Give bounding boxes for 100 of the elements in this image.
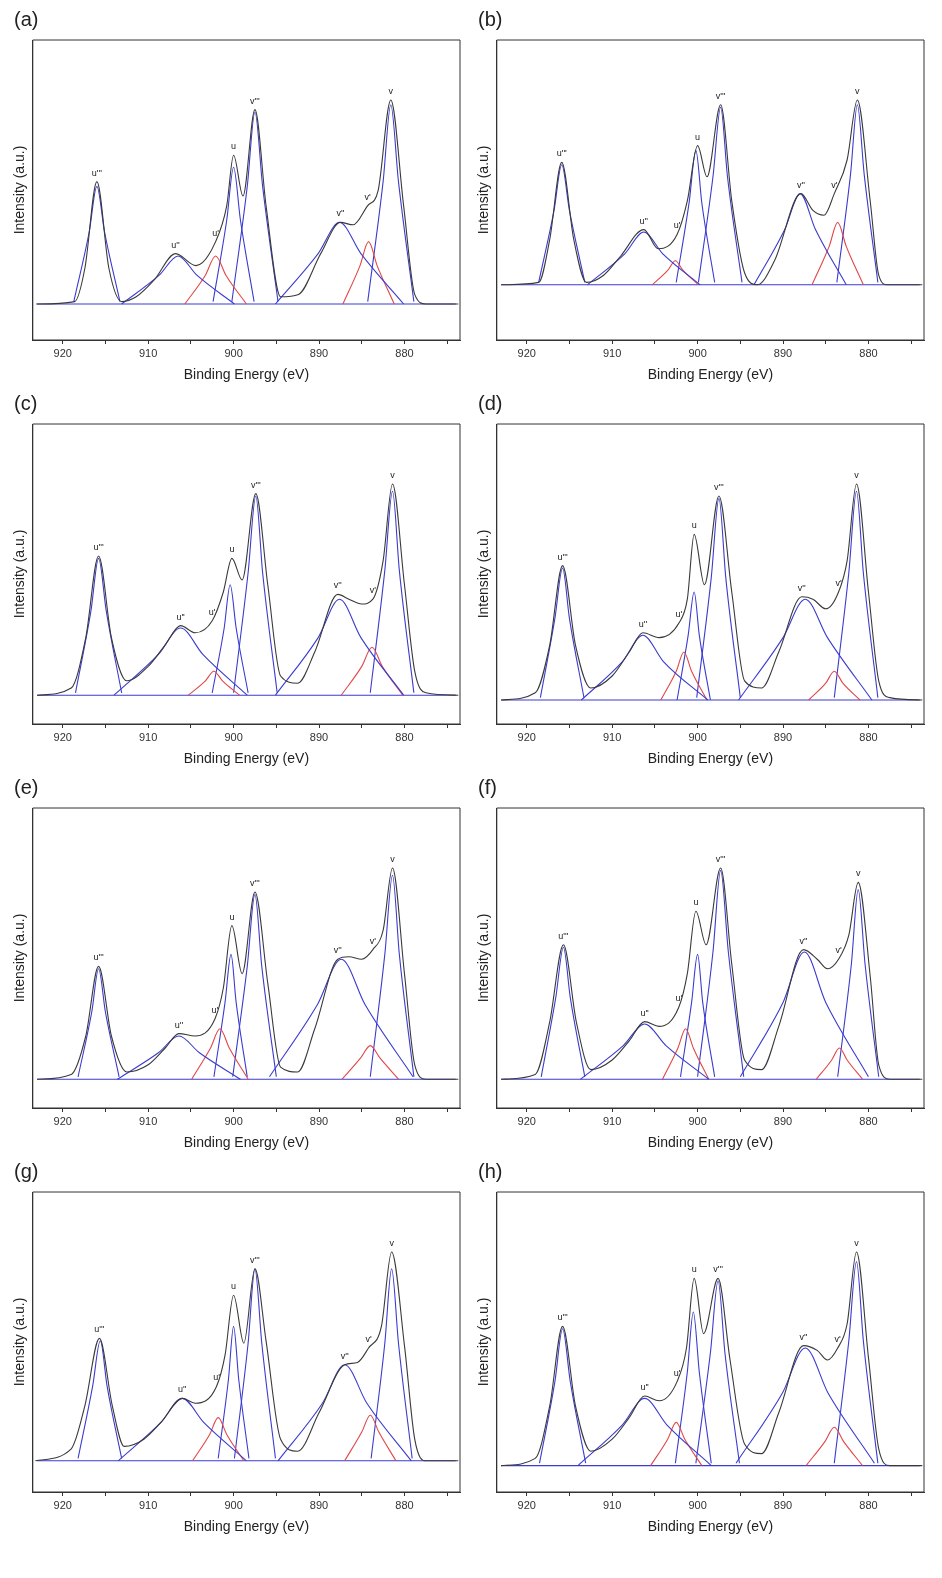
annotation: v' [365,1333,372,1344]
x-axis-title: Binding Energy (eV) [183,750,310,767]
annotation: v'' [799,1331,808,1342]
x-axis-title: Binding Energy (eV) [647,1518,774,1535]
annotation: u' [213,1372,221,1383]
y-axis-title: Intensity (a.u.) [11,1297,28,1387]
annotation: v [855,85,861,96]
y-axis-title: Intensity (a.u.) [11,913,28,1003]
annotation: v'' [333,580,343,591]
annotation: u [229,544,235,555]
annotation: u' [211,1005,219,1016]
x-tick-label: 890 [309,1498,329,1511]
x-tick-label: 890 [773,1498,793,1511]
x-tick-label: 900 [688,346,707,359]
chart-title: (d) [477,392,504,416]
x-tick-label: 890 [309,346,329,359]
annotation: v' [835,945,842,956]
annotation: v [854,1237,860,1248]
x-tick-label: 880 [395,730,414,743]
x-tick-label: 880 [395,1114,414,1127]
annotation: v''' [715,90,726,101]
x-tick-label: 890 [773,1114,793,1127]
x-tick-label: 920 [517,1114,536,1127]
annotation: v' [834,1333,842,1344]
x-tick-label: 920 [53,1114,72,1127]
annotation: v''' [250,877,261,888]
x-tick-label: 910 [138,1114,158,1127]
annotation: u [231,1281,237,1292]
y-axis-title: Intensity (a.u.) [475,913,492,1003]
annotation: v' [835,577,842,588]
y-axis-title: Intensity (a.u.) [475,145,492,235]
annotation: v [854,469,860,480]
annotation: v' [831,179,838,190]
x-tick-label: 910 [602,730,622,743]
annotation: v [389,1237,395,1248]
annotation: u [691,1264,697,1275]
x-tick-label: 920 [517,730,536,743]
x-axis-title: Binding Energy (eV) [647,1134,774,1151]
x-tick-label: 900 [224,1498,243,1511]
chart-title: (c) [13,392,39,416]
annotation: u''' [558,930,569,941]
x-tick-label: 910 [138,730,158,743]
x-tick-label: 920 [517,1498,536,1511]
annotation: u' [212,227,220,238]
annotation: v'' [797,179,806,190]
annotation: v''' [715,853,726,864]
annotation: u'' [640,1007,650,1018]
annotation: v'' [797,582,807,593]
annotation: v''' [250,95,261,106]
x-tick-label: 890 [773,730,793,743]
annotation: u'' [171,239,180,250]
annotation: u''' [93,952,104,963]
x-tick-label: 880 [395,1498,414,1511]
chart-title: (e) [13,776,40,800]
chart-title: (h) [477,1160,504,1184]
annotation: v''' [714,481,725,492]
x-tick-label: 880 [395,346,414,359]
x-tick-label: 920 [517,346,536,359]
annotation: v''' [250,1254,261,1265]
x-tick-label: 910 [138,346,158,359]
annotation: u''' [557,551,568,562]
x-tick-label: 920 [53,730,72,743]
annotation: u'' [639,215,649,226]
annotation: u [231,141,237,152]
annotation: u' [675,609,683,620]
y-axis-title: Intensity (a.u.) [11,145,28,235]
x-tick-label: 910 [138,1498,158,1511]
y-axis-title: Intensity (a.u.) [475,1297,492,1387]
annotation: v''' [713,1264,724,1275]
chart-title: (g) [13,1160,40,1184]
x-tick-label: 880 [859,346,878,359]
x-axis-title: Binding Energy (eV) [183,1518,310,1535]
annotation: v' [369,585,377,596]
annotation: v' [364,191,372,202]
annotation: v'' [333,945,343,956]
annotation: u''' [93,541,104,552]
annotation: v [855,868,861,879]
annotation: u'' [640,1381,650,1392]
annotation: u [229,911,235,922]
x-tick-label: 900 [224,1114,243,1127]
x-axis-title: Binding Energy (eV) [647,750,774,767]
chart-title: (f) [477,776,498,800]
x-axis-title: Binding Energy (eV) [183,1134,310,1151]
x-tick-label: 880 [859,1114,878,1127]
annotation: u' [673,220,681,231]
annotation: v'' [799,935,808,946]
annotation: v [390,853,396,864]
annotation: u' [208,606,216,617]
x-axis-title: Binding Energy (eV) [183,366,310,383]
annotation: v [390,469,396,480]
x-tick-label: 910 [602,1114,622,1127]
x-tick-label: 890 [309,1114,329,1127]
x-tick-label: 900 [688,1498,707,1511]
x-tick-label: 900 [688,730,707,743]
annotation: u [695,131,701,142]
annotation: u' [673,1367,681,1378]
annotation: u'' [176,611,186,622]
annotation: v''' [250,479,261,490]
x-tick-label: 910 [602,346,622,359]
x-tick-label: 910 [602,1498,622,1511]
